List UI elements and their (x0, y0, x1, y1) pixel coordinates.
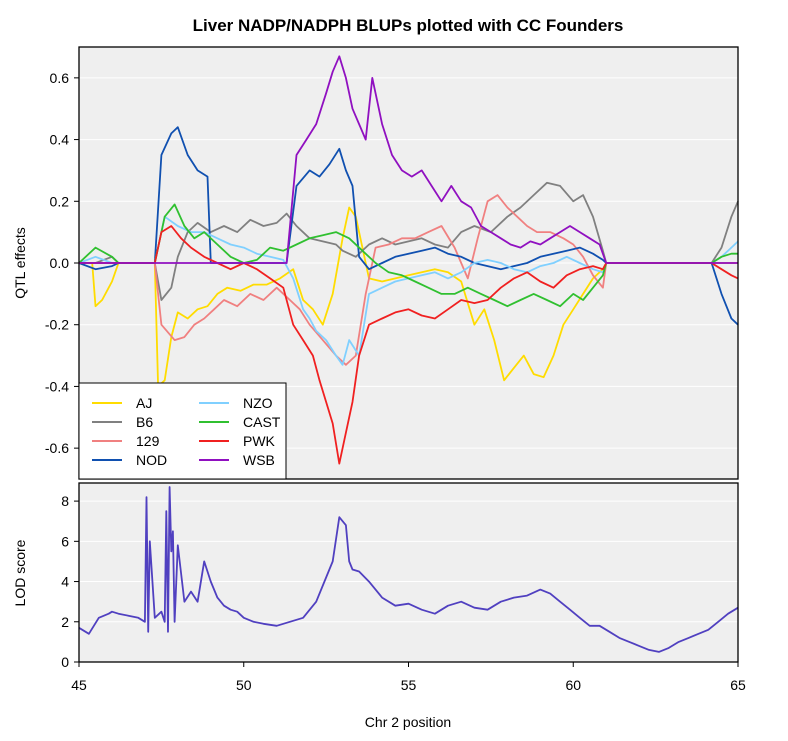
series-line-cast (78, 203, 738, 308)
legend-label-nod: NOD (136, 452, 167, 468)
qtl-y-tick-label: 0.0 (50, 255, 70, 271)
lod-y-tick-label: 4 (61, 574, 69, 590)
lod-score-line (78, 486, 739, 653)
lod-plot-frame (78, 482, 739, 663)
qtl-y-ticks: 0.6 0.4 0.2 0.0 -0.2 -0.4 -0.6 (45, 70, 79, 456)
x-tick-label: 50 (236, 677, 252, 693)
x-tick-label: 65 (730, 677, 746, 693)
legend-label-nzo: NZO (243, 395, 273, 411)
legend-label-aj: AJ (136, 395, 152, 411)
legend-label-cast: CAST (243, 414, 281, 430)
lod-plot-background (79, 483, 738, 662)
lod-y-axis-label: LOD score (12, 539, 28, 606)
series-line-129 (79, 194, 738, 366)
qtl-y-axis-label: QTL effects (12, 227, 28, 299)
qtl-plot-frame (78, 46, 739, 480)
series-line-nod (78, 126, 739, 326)
lod-y-tick-label: 8 (61, 493, 69, 509)
qtl-y-tick-label: 0.6 (50, 70, 70, 86)
qtl-y-tick-label: -0.2 (45, 317, 69, 333)
x-tick-label: 45 (71, 677, 87, 693)
lod-y-tick-label: 6 (61, 533, 69, 549)
legend-label-b6: B6 (136, 414, 153, 430)
lod-y-ticks: 8 6 4 2 0 (61, 493, 79, 670)
lod-panel: 8 6 4 2 0 45 50 55 60 65 LOD score Chr 2 positio… (12, 482, 746, 730)
legend-box (78, 382, 287, 480)
legend: AJ B6 129 NOD NZO CAST PWK WSB (78, 382, 287, 480)
lod-y-tick-label: 2 (61, 614, 69, 630)
lod-y-tick-label: 0 (61, 654, 69, 670)
x-tick-label: 60 (565, 677, 581, 693)
qtl-y-tick-label: -0.6 (45, 440, 69, 456)
legend-label-wsb: WSB (243, 452, 275, 468)
series-line-b6 (79, 181, 739, 301)
qtl-effects-panel: 0.6 0.4 0.2 0.0 -0.2 -0.4 -0.6 QTL effects AJ B… (12, 46, 739, 480)
qtl-y-tick-label: -0.4 (45, 378, 69, 394)
x-axis-label: Chr 2 position (365, 714, 451, 730)
qtl-y-tick-label: 0.4 (50, 132, 70, 148)
legend-label-129: 129 (136, 433, 160, 449)
legend-label-pwk: PWK (243, 433, 276, 449)
series-line-pwk (79, 225, 739, 465)
lod-x-ticks: 45 50 55 60 65 (71, 662, 746, 693)
series-line-wsb (79, 55, 738, 264)
chart-title: Liver NADP/NADPH BLUPs plotted with CC F… (193, 16, 624, 35)
qtl-y-tick-label: 0.2 (50, 193, 70, 209)
x-tick-label: 55 (401, 677, 417, 693)
lod-series-group (78, 486, 739, 653)
